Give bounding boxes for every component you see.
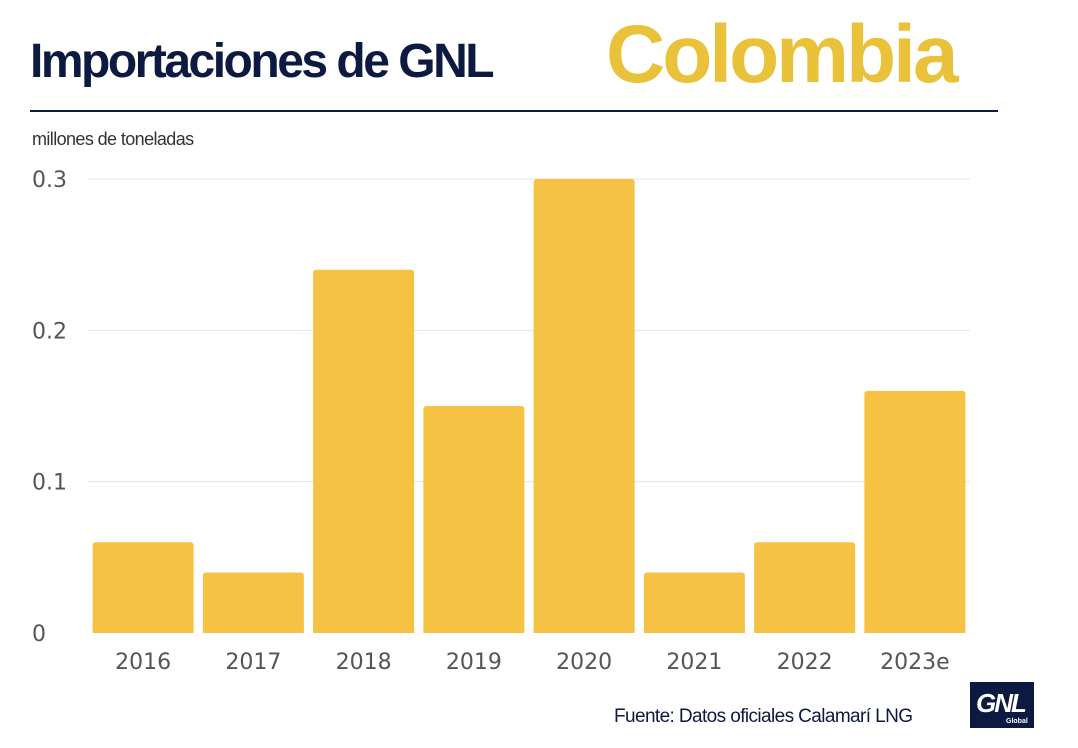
y-axis-ticks: 0 0.1 0.2 0.3 bbox=[32, 168, 67, 647]
x-axis-ticks: 2016 2017 2018 2019 2020 2021 2022 2023e bbox=[115, 650, 950, 675]
x-tick-label: 2022 bbox=[777, 650, 833, 675]
x-tick-label: 2018 bbox=[336, 650, 392, 675]
grid-lines bbox=[88, 178, 970, 483]
bar-2023e bbox=[864, 390, 966, 633]
gnl-global-logo: GNL Global bbox=[970, 682, 1034, 728]
bar-2017 bbox=[202, 572, 304, 633]
bar-2022 bbox=[754, 542, 856, 633]
bars bbox=[92, 179, 966, 633]
bar-base-2016 bbox=[92, 627, 194, 633]
x-tick-label: 2023e bbox=[880, 650, 950, 675]
bar-2018 bbox=[313, 269, 415, 633]
bar-2020 bbox=[533, 179, 635, 633]
y-tick-label: 0.3 bbox=[32, 168, 67, 193]
bar-base-2023e bbox=[864, 627, 966, 633]
bar-2019 bbox=[423, 406, 525, 633]
bar-2021 bbox=[643, 572, 745, 633]
bar-base-2022 bbox=[754, 627, 856, 633]
country-title: Colombia bbox=[606, 9, 959, 100]
x-tick-label: 2019 bbox=[446, 650, 502, 675]
chart-title: Importaciones de GNL bbox=[30, 35, 495, 88]
logo-text: GNL bbox=[976, 688, 1026, 718]
bar-base-2021 bbox=[643, 627, 745, 633]
x-tick-label: 2020 bbox=[556, 650, 612, 675]
header-divider bbox=[30, 110, 998, 112]
x-tick-label: 2017 bbox=[225, 650, 281, 675]
bar-base-2018 bbox=[313, 627, 415, 633]
y-tick-label: 0 bbox=[32, 622, 46, 647]
x-tick-label: 2016 bbox=[115, 650, 171, 675]
y-tick-label: 0.1 bbox=[32, 471, 67, 496]
bar-base-2020 bbox=[533, 627, 635, 633]
bar-base-2017 bbox=[202, 627, 304, 633]
bar-base-2019 bbox=[423, 627, 525, 633]
x-tick-label: 2021 bbox=[666, 650, 722, 675]
y-tick-label: 0.2 bbox=[32, 319, 67, 344]
y-axis-unit-label: millones de toneladas bbox=[32, 129, 194, 149]
source-note: Fuente: Datos oficiales Calamarí LNG bbox=[614, 706, 913, 727]
bar-2016 bbox=[92, 542, 194, 633]
logo-subtext: Global bbox=[1006, 718, 1028, 725]
